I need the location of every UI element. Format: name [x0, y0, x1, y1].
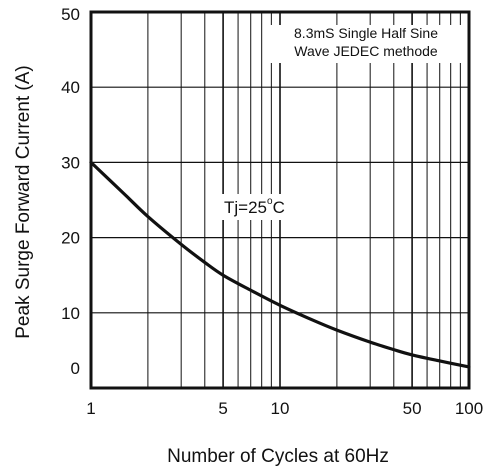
- annotation-group: 8.3mS Single Half Sine Wave JEDEC method…: [266, 25, 466, 63]
- y-tick-label: 30: [61, 153, 80, 172]
- annotation-line-1: 8.3mS Single Half Sine: [294, 25, 438, 41]
- grid: [91, 12, 469, 388]
- y-tick-label: 50: [61, 5, 80, 24]
- y-tick-label: 10: [61, 304, 80, 323]
- annotation-background: [266, 25, 466, 63]
- x-tick-label: 50: [403, 399, 422, 418]
- series-line: [89, 160, 471, 369]
- y-tick-label: 20: [61, 229, 80, 248]
- curve-label-group: Tj=25oC: [220, 194, 306, 220]
- tick-labels: 1 5 10 50 100 0 10 20 30 40 50: [61, 5, 483, 418]
- y-tick-label: 0: [71, 359, 80, 378]
- curve-label-main: Tj=25: [224, 198, 267, 217]
- annotation-line-2: Wave JEDEC methode: [294, 43, 438, 59]
- curve-label-background: [220, 194, 306, 220]
- curve-label-degree: o: [267, 196, 273, 207]
- x-tick-label: 10: [271, 399, 290, 418]
- x-tick-label: 5: [218, 399, 227, 418]
- x-tick-label: 1: [86, 399, 95, 418]
- y-axis-title: Peak Surge Forward Current (A): [13, 65, 34, 339]
- plot-frame: [89, 10, 471, 390]
- curve-label: Tj=25oC: [224, 196, 285, 217]
- x-tick-label: 100: [455, 399, 483, 418]
- curve-label-unit: C: [273, 198, 285, 217]
- y-tick-label: 40: [61, 78, 80, 97]
- x-axis-title: Number of Cycles at 60Hz: [167, 446, 389, 467]
